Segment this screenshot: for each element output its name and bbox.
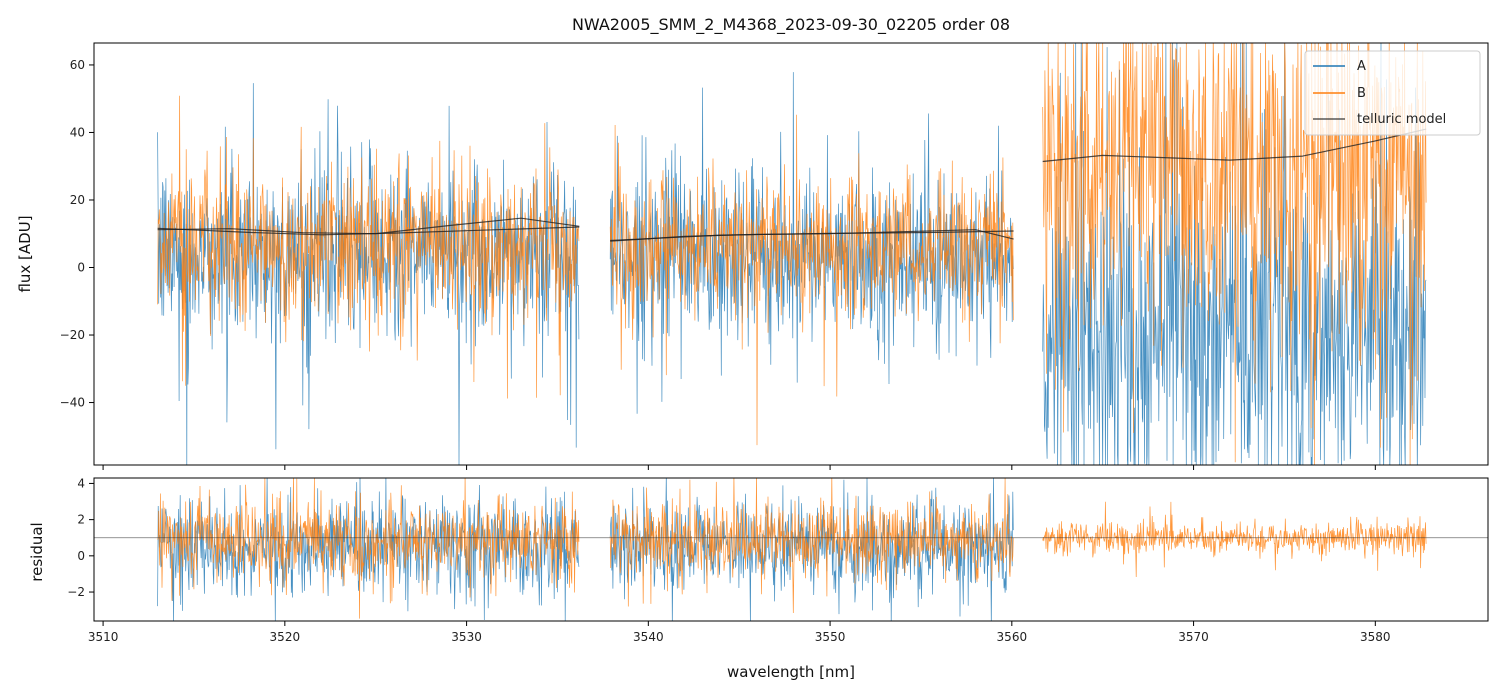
residual-b-segment-1 <box>157 478 580 619</box>
bottom-panel-data <box>157 478 1427 621</box>
legend: A B telluric model <box>1304 50 1481 136</box>
series-b-segment-2 <box>609 114 1014 446</box>
telluric-model-line-2 <box>157 226 580 236</box>
telluric-model-line-4 <box>610 230 1014 242</box>
bottom-y-tick-label: 4 <box>77 476 85 490</box>
x-tick-label: 3510 <box>88 630 119 644</box>
series-b-segment-3 <box>1042 43 1427 465</box>
residual-a-segment-1 <box>157 478 580 621</box>
x-tick-label: 3530 <box>451 630 482 644</box>
x-axis: 3510 3520 3530 3540 3550 3560 3570 3580 <box>88 621 1391 644</box>
x-tick-label: 3540 <box>633 630 664 644</box>
top-panel-frame <box>93 42 1489 466</box>
x-tick-label: 3580 <box>1360 630 1391 644</box>
top-y-tick-label: 0 <box>77 261 85 275</box>
top-y-tick-label: −20 <box>60 328 85 342</box>
legend-label-model: telluric model <box>1357 112 1446 127</box>
series-a-segment-3 <box>1042 43 1427 465</box>
bottom-panel-ylabel: residual <box>28 522 46 581</box>
top-y-tick-label: −40 <box>60 396 85 410</box>
x-tick-label: 3520 <box>270 630 301 644</box>
top-panel-y-axis: −40 −20 0 20 40 60 <box>60 58 94 410</box>
x-tick-label: 3560 <box>997 630 1028 644</box>
bottom-panel-y-axis: −2 0 2 4 <box>67 476 94 599</box>
bottom-y-tick-label: −2 <box>67 585 85 599</box>
top-panel-x-ticks <box>102 465 1376 470</box>
top-y-tick-label: 40 <box>70 125 85 139</box>
x-tick-label: 3550 <box>815 630 846 644</box>
bottom-y-tick-label: 2 <box>77 513 85 527</box>
legend-label-a: A <box>1357 59 1366 74</box>
x-axis-label: wavelength [nm] <box>727 663 855 681</box>
legend-box <box>1304 50 1481 136</box>
residual-b-segment-2 <box>609 478 1014 614</box>
top-panel-ylabel: flux [ADU] <box>16 215 34 292</box>
telluric-model-line-5 <box>1042 128 1427 163</box>
top-panel-data <box>157 43 1427 465</box>
series-b-segment-1 <box>157 95 580 399</box>
telluric-model-lines <box>157 128 1427 242</box>
bottom-panel-frame <box>93 477 1489 622</box>
chart-title: NWA2005_SMM_2_M4368_2023-09-30_02205 ord… <box>572 15 1010 35</box>
legend-label-b: B <box>1357 86 1366 101</box>
bottom-y-tick-label: 0 <box>77 549 85 563</box>
residual-b-segment-3 <box>1042 501 1427 578</box>
top-y-tick-label: 60 <box>70 58 85 72</box>
top-y-tick-label: 20 <box>70 193 85 207</box>
x-tick-label: 3570 <box>1178 630 1209 644</box>
